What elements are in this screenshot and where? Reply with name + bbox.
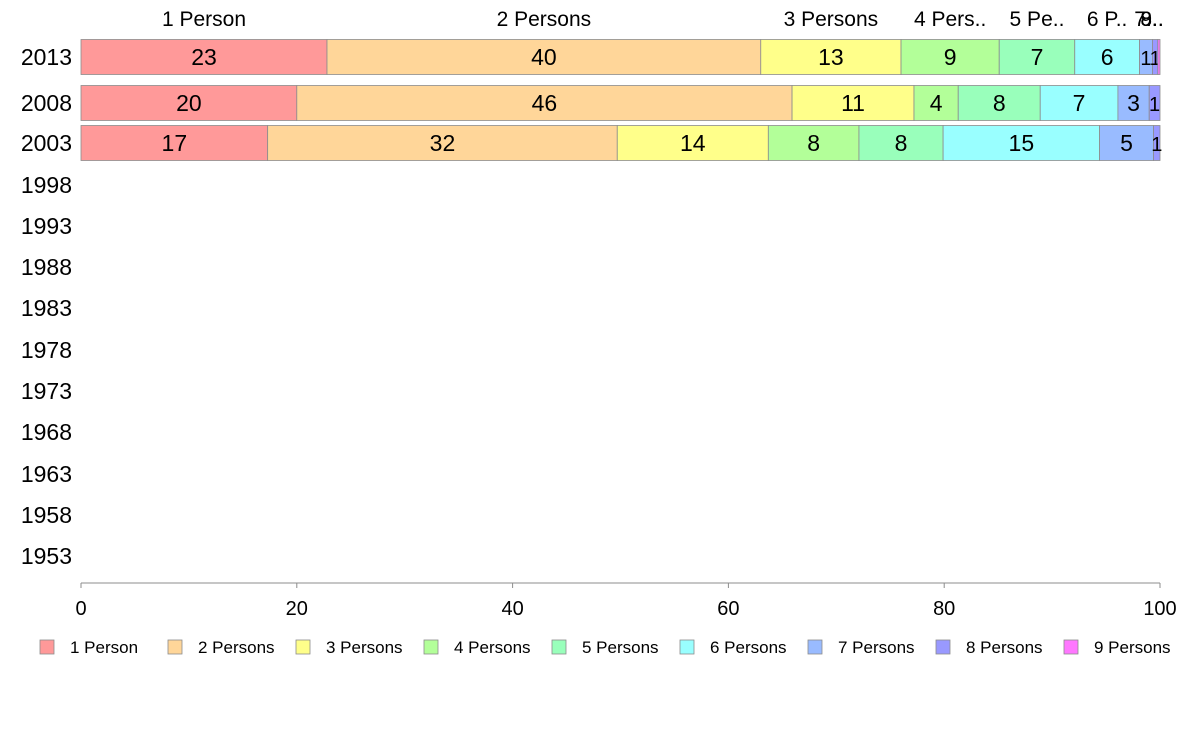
bar-segment [1074,39,1140,75]
y-tick-label: 1978 [21,337,72,363]
series-top-label: 1 Person [162,8,246,31]
legend-swatch [1063,639,1079,655]
bar-segment [80,125,269,161]
series-top-label: 7.. [1134,8,1157,31]
y-tick-label: 2013 [21,44,72,70]
x-tick-label: 20 [286,598,308,620]
legend-label: 4 Persons [454,638,531,657]
legend-label: 9 Persons [1094,638,1171,657]
bar-data-label: 1 [1150,48,1161,70]
bar-segment [1099,125,1154,161]
y-tick-label: 1973 [21,378,72,404]
y-tick-label: 1968 [21,419,72,445]
bar-data-label: 1 [1149,94,1160,116]
series-top-label: 5 Pe.. [1010,8,1065,31]
legend-label: 8 Persons [966,638,1043,657]
bar-data-label: 1 [1140,48,1151,70]
y-tick-label: 2003 [21,130,72,156]
bar-data-label: 46 [532,90,558,116]
y-tick-label: 1993 [21,213,72,239]
bar-segment [791,85,915,121]
legend-label: 6 Persons [710,638,787,657]
bar-segment [80,39,328,75]
y-tick-label: 1998 [21,172,72,198]
legend-label: 1 Person [70,638,138,657]
x-tick-label: 40 [501,598,523,620]
y-tick-label: 1983 [21,295,72,321]
bar-segment [957,85,1041,121]
bar-data-label: 8 [993,90,1006,116]
legend-swatch [679,639,695,655]
bar-data-label: 8 [807,130,820,156]
bar-segment [767,125,860,161]
bar-data-label: 4 [930,90,943,116]
legend-swatch [39,639,55,655]
legend-label: 5 Persons [582,638,659,657]
bar-segment [760,39,902,75]
bar-data-label: 20 [176,90,202,116]
x-tick-label: 0 [75,598,86,620]
y-tick-label: 1963 [21,461,72,487]
bar-data-label: 3 [1127,90,1140,116]
bar-data-label: 15 [1009,130,1035,156]
legend-label: 7 Persons [838,638,915,657]
legend-swatch [551,639,567,655]
bar-data-label: 32 [430,130,456,156]
bar-segment [616,125,769,161]
series-top-label: 8.. [1140,8,1163,31]
legend-swatch [295,639,311,655]
bar-data-label: 8 [895,130,908,156]
bar-data-label: 13 [818,44,844,70]
bar-segment [1117,85,1150,121]
legend-swatch [935,639,951,655]
bar-segment [998,39,1076,75]
bar-data-label: 7 [1031,44,1044,70]
series-top-label: 2 Persons [497,8,592,31]
series-top-label: 6 P.. [1087,8,1127,31]
bar-segment [913,85,959,121]
y-tick-label: 1958 [21,502,72,528]
bar-data-label: 7 [1073,90,1086,116]
bar-segment [326,39,762,75]
bar-segment [942,125,1100,161]
x-tick-label: 60 [717,598,739,620]
y-tick-label: 2008 [21,90,72,116]
y-tick-label: 1988 [21,254,72,280]
bar-segment [1148,85,1161,121]
series-top-label: 9.. [1140,8,1163,31]
bar-data-label: 11 [841,90,865,116]
y-tick-label: 1953 [21,543,72,569]
x-tick-label: 100 [1143,598,1176,620]
legend-label: 2 Persons [198,638,275,657]
bar-data-label: 6 [1101,44,1114,70]
bar-data-label: 17 [162,130,188,156]
bar-segment [900,39,1000,75]
bar-data-label: 9 [944,44,957,70]
bar-data-label: 23 [191,44,217,70]
bar-segment [1039,85,1119,121]
x-tick-label: 80 [933,598,955,620]
bar-data-label: 1 [1151,134,1162,156]
legend-swatch [167,639,183,655]
bar-data-label: 14 [680,130,706,156]
series-top-label: 3 Persons [784,8,879,31]
legend-swatch [807,639,823,655]
bar-data-label: 5 [1120,130,1133,156]
legend-label: 3 Persons [326,638,403,657]
bar-segment [1153,125,1161,161]
legend-swatch [423,639,439,655]
bar-data-label: 40 [531,44,557,70]
bar-segment [80,85,298,121]
series-top-label: 4 Pers.. [914,8,986,31]
bar-segment [296,85,793,121]
bar-segment [267,125,618,161]
bar-segment [1157,39,1161,75]
